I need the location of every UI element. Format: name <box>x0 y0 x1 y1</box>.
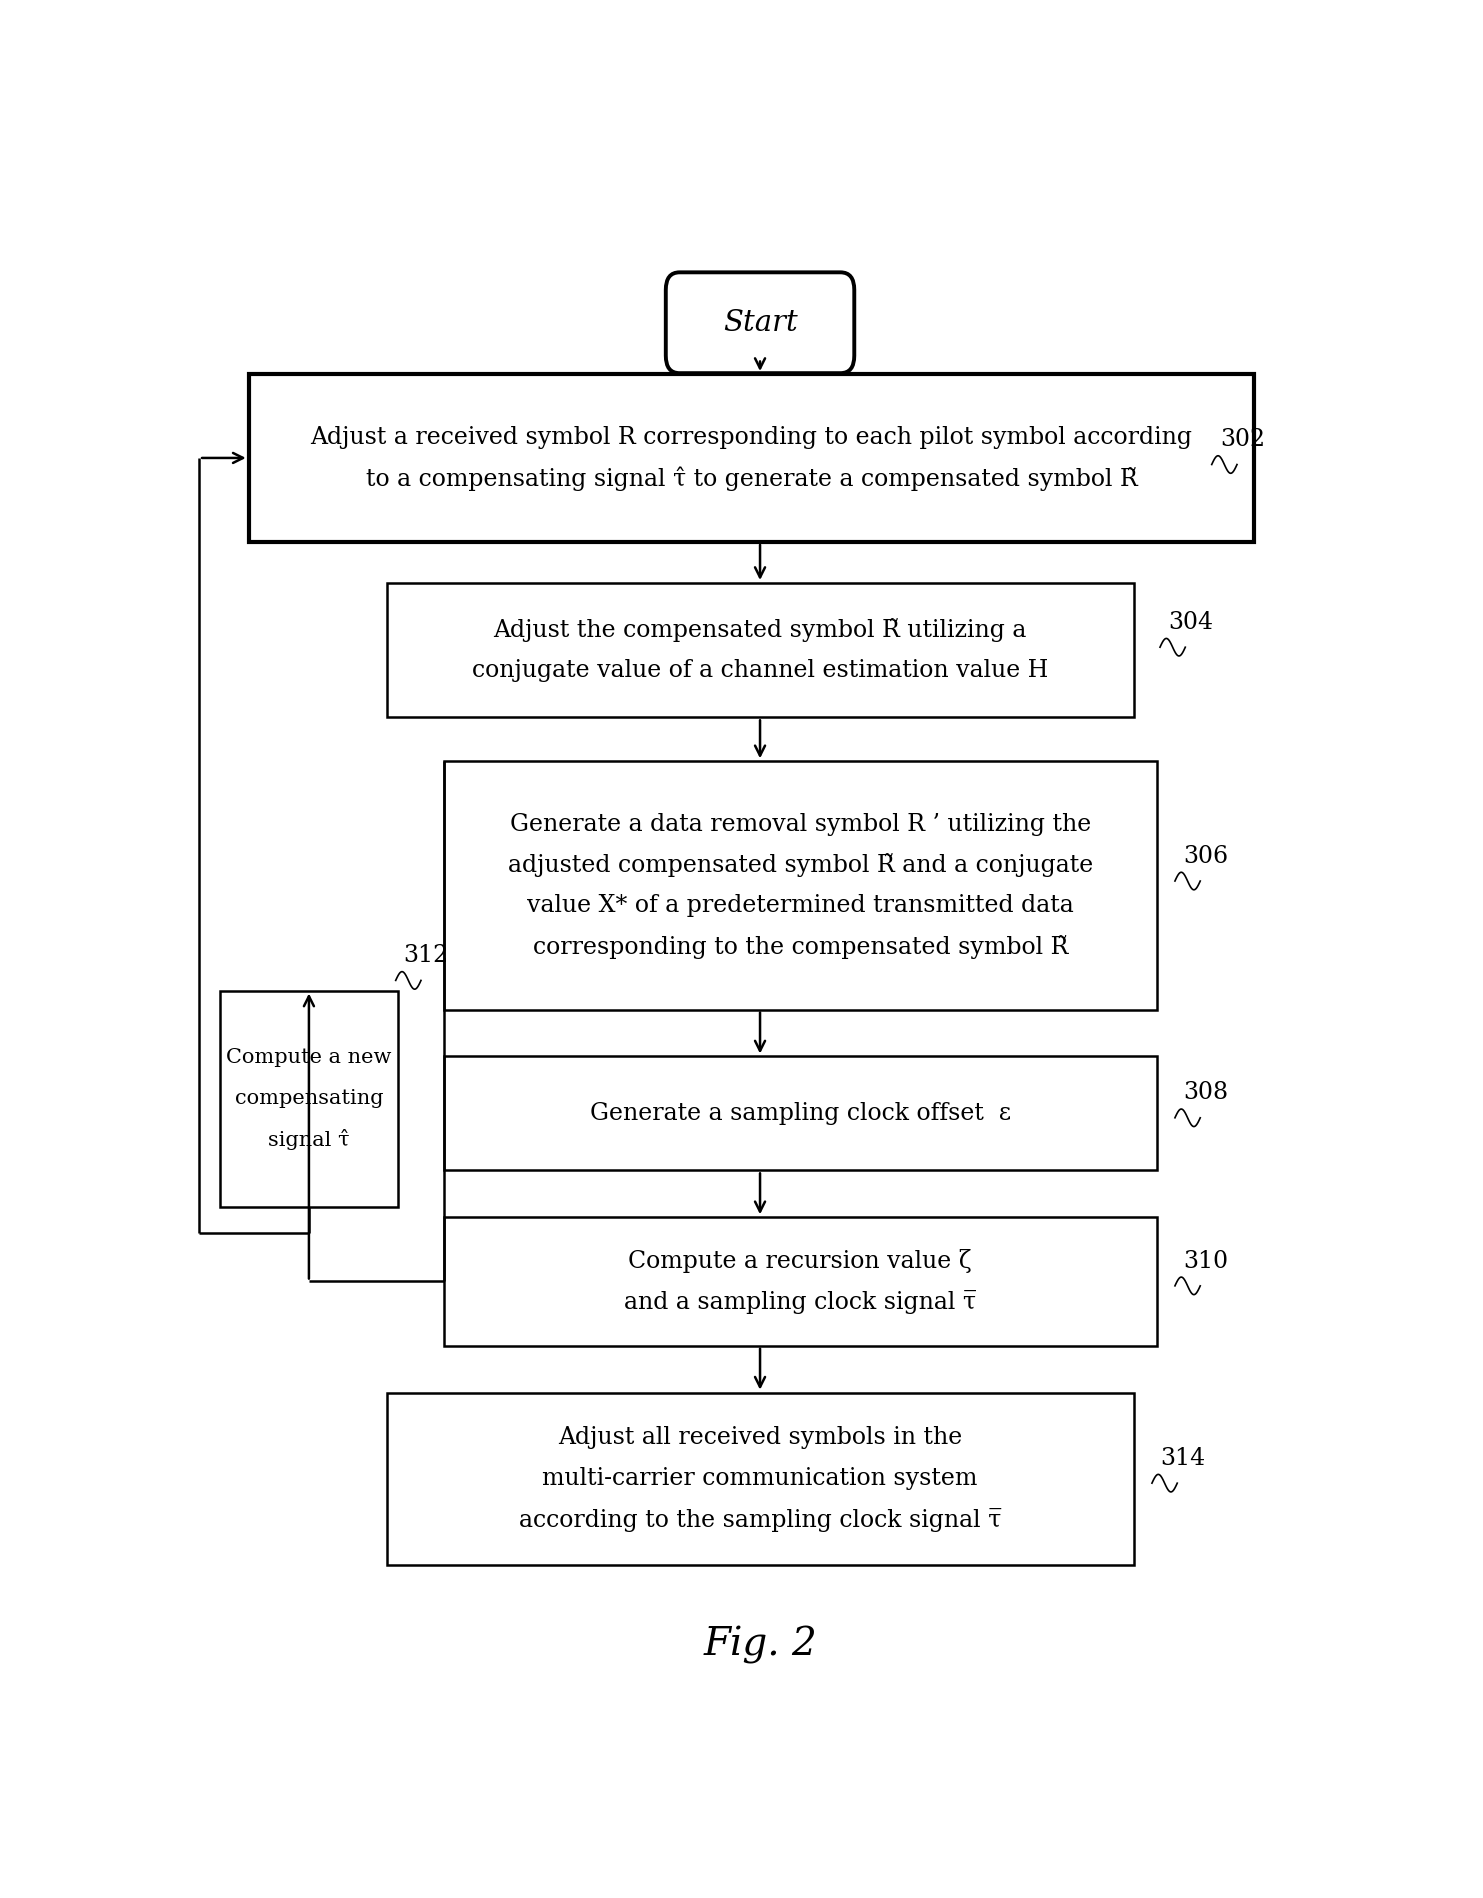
Text: Compute a recursion value ζ: Compute a recursion value ζ <box>629 1249 971 1274</box>
Text: 302: 302 <box>1221 429 1265 452</box>
Bar <box>443 1057 1157 1171</box>
Bar <box>219 991 397 1207</box>
Text: Generate a sampling clock offset  ε: Generate a sampling clock offset ε <box>590 1103 1011 1126</box>
Text: multi-carrier communication system: multi-carrier communication system <box>543 1467 977 1490</box>
Text: signal τ̂: signal τ̂ <box>268 1129 350 1150</box>
Text: Adjust the compensated symbol R̃ utilizing a: Adjust the compensated symbol R̃ utilizi… <box>494 617 1026 642</box>
Bar <box>443 761 1157 1010</box>
Text: 312: 312 <box>403 943 449 968</box>
Bar <box>387 1393 1133 1566</box>
Bar <box>443 1217 1157 1346</box>
Text: Generate a data removal symbol R ’ utilizing the: Generate a data removal symbol R ’ utili… <box>510 812 1091 835</box>
Text: 306: 306 <box>1183 845 1228 867</box>
Text: Adjust a received symbol R corresponding to each pilot symbol according: Adjust a received symbol R corresponding… <box>310 425 1192 450</box>
Text: to a compensating signal τ̂ to generate a compensated symbol R̃: to a compensating signal τ̂ to generate … <box>365 467 1137 492</box>
Text: 310: 310 <box>1183 1249 1228 1272</box>
Text: Adjust all received symbols in the: Adjust all received symbols in the <box>558 1427 962 1450</box>
Text: 314: 314 <box>1160 1446 1206 1469</box>
Bar <box>387 583 1133 717</box>
Text: 304: 304 <box>1169 611 1213 634</box>
FancyBboxPatch shape <box>666 271 854 374</box>
Text: Compute a new: Compute a new <box>227 1048 392 1067</box>
Text: corresponding to the compensated symbol R̃: corresponding to the compensated symbol … <box>532 936 1068 958</box>
Text: conjugate value of a channel estimation value H: conjugate value of a channel estimation … <box>472 659 1048 681</box>
Text: Start: Start <box>722 309 798 336</box>
Text: according to the sampling clock signal τ̅: according to the sampling clock signal τ… <box>519 1507 1001 1532</box>
Text: adjusted compensated symbol R̃ and a conjugate: adjusted compensated symbol R̃ and a con… <box>507 852 1093 877</box>
Text: and a sampling clock signal τ̅: and a sampling clock signal τ̅ <box>624 1291 976 1313</box>
Text: compensating: compensating <box>234 1089 383 1108</box>
Text: value X* of a predetermined transmitted data: value X* of a predetermined transmitted … <box>526 894 1074 917</box>
Text: Fig. 2: Fig. 2 <box>703 1627 817 1665</box>
Bar <box>249 374 1255 543</box>
Text: 308: 308 <box>1183 1082 1228 1105</box>
